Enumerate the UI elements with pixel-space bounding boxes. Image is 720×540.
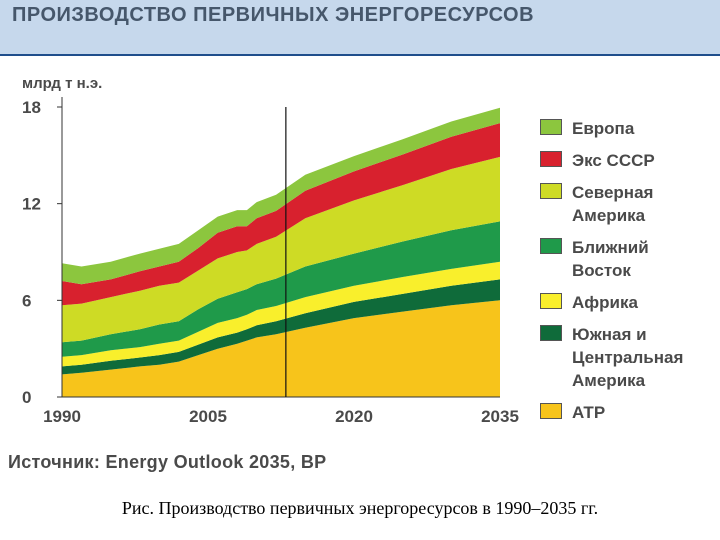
legend-label: Северная Америка (572, 181, 653, 227)
legend-label-line: Южная и (572, 325, 647, 344)
legend-label: Африка (572, 291, 638, 314)
x-tick-label: 2005 (189, 407, 227, 426)
legend-label: Экс СССР (572, 149, 655, 172)
legend-label-line: Европа (572, 119, 635, 138)
x-tick-label: 2020 (335, 407, 373, 426)
legend-item: Экс СССР (540, 149, 655, 172)
legend-swatch (540, 151, 562, 167)
chart-area: 0 6 12 18 млрд т н.э. 1990 2005 2020 2035 Европа… (0, 60, 720, 450)
legend-swatch (540, 238, 562, 254)
legend-label-line: Африка (572, 293, 638, 312)
legend-label: Ближний Восток (572, 236, 649, 282)
legend-item: Северная Америка (540, 181, 653, 227)
page-title: ПРОИЗВОДСТВО ПЕРВИЧНЫХ ЭНЕРГОРЕСУРСОВ (12, 4, 535, 26)
legend-item: Европа (540, 117, 634, 140)
legend-swatch (540, 403, 562, 419)
legend-swatch (540, 293, 562, 309)
legend-label-line: Восток (572, 261, 631, 280)
area-series-1 (62, 279, 500, 375)
y-tick-label: 12 (22, 195, 41, 214)
area-series-3 (62, 221, 500, 357)
legend-label: Южная и Центральная Америка (572, 323, 683, 392)
legend-item: Ближний Восток (540, 236, 649, 282)
legend-item: АТР (540, 401, 605, 424)
area-series-4 (62, 156, 500, 343)
legend-label-line: Ближний (572, 238, 649, 257)
legend-swatch (540, 183, 562, 199)
legend-item: Африка (540, 291, 638, 314)
area-series-0 (62, 300, 500, 397)
source-note: Источник: Energy Outlook 2035, BP (8, 452, 327, 472)
legend-label: АТР (572, 401, 605, 424)
y-tick-label: 6 (22, 291, 31, 310)
legend-label-line: Америка (572, 371, 646, 390)
header-banner: ПРОИЗВОДСТВО ПЕРВИЧНЫХ ЭНЕРГОРЕСУРСОВ (0, 0, 720, 56)
legend-label-line: АТР (572, 403, 606, 422)
legend-item: Южная и Центральная Америка (540, 323, 683, 392)
area-series-6 (62, 107, 500, 285)
area-series-2 (62, 261, 500, 367)
stacked-area-chart: 0 6 12 18 млрд т н.э. 1990 2005 2020 2035 (22, 75, 519, 426)
legend-label: Европа (572, 117, 634, 140)
legend-swatch (540, 119, 562, 135)
x-tick-label: 1990 (43, 407, 81, 426)
y-axis-label: млрд т н.э. (22, 75, 102, 92)
legend-label-line: Северная (572, 183, 654, 202)
y-tick-label: 0 (22, 388, 31, 407)
legend-swatch (540, 325, 562, 341)
y-tick-label: 18 (22, 98, 41, 117)
legend-label-line: Центральная (572, 348, 684, 367)
legend-label-line: Экс СССР (572, 151, 655, 170)
x-tick-label: 2035 (481, 407, 519, 426)
area-series-5 (62, 123, 500, 306)
legend-label-line: Америка (572, 206, 646, 225)
figure-caption: Рис. Производство первичных энергоресурс… (121, 498, 599, 518)
